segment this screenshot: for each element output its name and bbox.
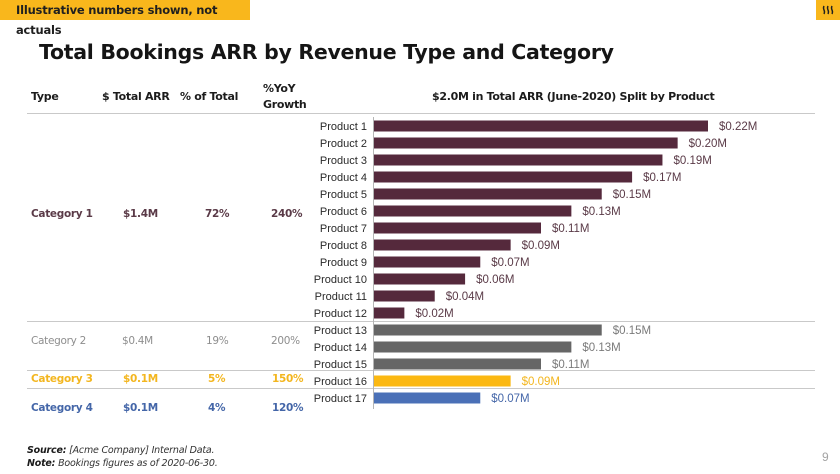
row-total-arr: $1.4M bbox=[123, 208, 158, 220]
product-label: Product 6 bbox=[320, 206, 367, 218]
row-type: Category 3 bbox=[31, 373, 93, 385]
value-label: $0.09M bbox=[522, 240, 560, 252]
row-total-arr: $0.4M bbox=[122, 335, 153, 347]
product-label: Product 4 bbox=[320, 172, 367, 184]
value-label: $0.15M bbox=[613, 325, 651, 337]
product-label: Product 8 bbox=[320, 240, 367, 252]
bar bbox=[374, 120, 708, 132]
note-label: Note: bbox=[27, 458, 56, 469]
value-label: $0.11M bbox=[552, 223, 590, 235]
product-label: Product 10 bbox=[314, 274, 367, 286]
row-pct-total: 4% bbox=[208, 402, 226, 414]
brand-logo-icon bbox=[822, 5, 834, 15]
product-label: Product 5 bbox=[320, 189, 367, 201]
product-label: Product 9 bbox=[320, 257, 367, 269]
product-label: Product 15 bbox=[314, 359, 367, 371]
header-yoy-line2: Growth bbox=[263, 98, 307, 111]
source-label: Source: bbox=[27, 445, 67, 456]
product-label: Product 13 bbox=[314, 325, 367, 337]
note-text: Bookings figures as of 2020-06-30. bbox=[55, 458, 218, 469]
row-yoy: 240% bbox=[271, 208, 303, 220]
product-label: Product 7 bbox=[320, 223, 367, 235]
bar bbox=[374, 256, 481, 268]
bar bbox=[374, 290, 435, 302]
value-label: $0.07M bbox=[491, 257, 529, 269]
bar bbox=[374, 324, 602, 336]
product-label: Product 12 bbox=[314, 308, 367, 320]
bar bbox=[374, 375, 511, 387]
bar bbox=[374, 341, 572, 353]
source-text: [Acme Company] Internal Data. bbox=[66, 445, 215, 456]
row-yoy: 120% bbox=[272, 402, 304, 414]
bar bbox=[374, 154, 663, 166]
value-label: $0.15M bbox=[613, 189, 651, 201]
bar bbox=[374, 205, 572, 217]
category-divider-2 bbox=[27, 370, 815, 371]
value-label: $0.07M bbox=[491, 393, 529, 405]
header-total-arr: $ Total ARR bbox=[102, 90, 170, 103]
product-label: Product 16 bbox=[314, 376, 367, 388]
bar bbox=[374, 392, 481, 404]
row-type: Category 1 bbox=[31, 208, 93, 220]
bar bbox=[374, 222, 541, 234]
bar bbox=[374, 358, 541, 370]
disclaimer-banner: Illustrative numbers shown, not actuals bbox=[0, 0, 250, 37]
value-label: $0.20M bbox=[689, 138, 727, 150]
row-pct-total: 19% bbox=[206, 335, 229, 347]
category-divider-3 bbox=[27, 388, 815, 389]
brand-logo bbox=[816, 0, 840, 20]
footer-notes: Source: [Acme Company] Internal Data. No… bbox=[27, 444, 218, 470]
row-yoy: 150% bbox=[272, 373, 304, 385]
product-label: Product 11 bbox=[315, 291, 367, 303]
bar bbox=[374, 171, 633, 183]
value-label: $0.09M bbox=[522, 376, 560, 388]
bar bbox=[374, 307, 405, 319]
header-type: Type bbox=[31, 90, 59, 103]
category-divider-1 bbox=[27, 321, 815, 322]
product-label: Product 2 bbox=[320, 138, 367, 150]
bar bbox=[374, 137, 678, 149]
value-label: $0.04M bbox=[446, 291, 484, 303]
page-title: Total Bookings ARR by Revenue Type and C… bbox=[39, 40, 614, 64]
row-total-arr: $0.1M bbox=[123, 373, 158, 385]
value-label: $0.02M bbox=[415, 308, 453, 320]
product-label: Product 1 bbox=[320, 121, 367, 133]
value-label: $0.17M bbox=[643, 172, 681, 184]
page-number: 9 bbox=[822, 450, 829, 464]
product-label: Product 17 bbox=[314, 393, 367, 405]
note-line: Note: Bookings figures as of 2020-06-30. bbox=[27, 457, 218, 470]
row-type: Category 2 bbox=[31, 335, 86, 347]
header-divider bbox=[27, 113, 815, 114]
product-label: Product 14 bbox=[314, 342, 367, 354]
row-pct-total: 5% bbox=[208, 373, 226, 385]
bar bbox=[374, 273, 466, 285]
row-type: Category 4 bbox=[31, 402, 93, 414]
bar bbox=[374, 239, 511, 251]
value-label: $0.11M bbox=[552, 359, 590, 371]
row-total-arr: $0.1M bbox=[123, 402, 158, 414]
header-yoy-line1: %YoY bbox=[263, 82, 296, 95]
bar bbox=[374, 188, 602, 200]
row-yoy: 200% bbox=[271, 335, 300, 347]
value-label: $0.19M bbox=[673, 155, 711, 167]
chart-y-axis bbox=[373, 117, 374, 409]
row-pct-total: 72% bbox=[205, 208, 230, 220]
source-line: Source: [Acme Company] Internal Data. bbox=[27, 444, 218, 457]
value-label: $0.13M bbox=[582, 342, 620, 354]
value-label: $0.06M bbox=[476, 274, 514, 286]
header-pct-total: % of Total bbox=[180, 90, 239, 103]
chart-title: $2.0M in Total ARR (June-2020) Split by … bbox=[432, 90, 715, 103]
product-label: Product 3 bbox=[320, 155, 367, 167]
value-label: $0.13M bbox=[582, 206, 620, 218]
value-label: $0.22M bbox=[719, 121, 757, 133]
